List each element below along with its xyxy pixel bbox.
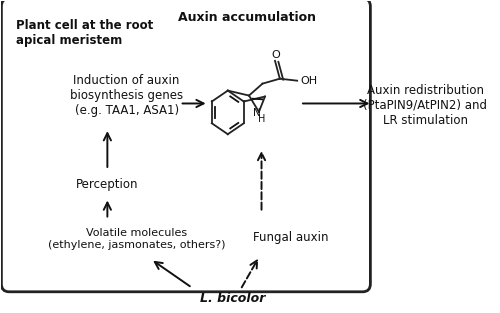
Text: L. bicolor: L. bicolor [200,292,266,305]
Text: OH: OH [300,76,318,86]
Text: Induction of auxin
biosynthesis genes
(e.g. TAA1, ASA1): Induction of auxin biosynthesis genes (e… [70,74,183,117]
FancyBboxPatch shape [2,0,370,292]
Text: Auxin redistribution
(PtaPIN9/AtPIN2) and
LR stimulation: Auxin redistribution (PtaPIN9/AtPIN2) an… [364,84,488,127]
Text: Auxin accumulation: Auxin accumulation [178,11,316,24]
Text: N: N [253,108,261,118]
Text: O: O [272,50,280,60]
Text: Perception: Perception [76,178,138,191]
Text: H: H [258,114,266,124]
Text: Plant cell at the root
apical meristem: Plant cell at the root apical meristem [16,19,153,47]
Text: Volatile molecules
(ethylene, jasmonates, others?): Volatile molecules (ethylene, jasmonates… [48,228,225,250]
Text: Fungal auxin: Fungal auxin [252,231,328,244]
